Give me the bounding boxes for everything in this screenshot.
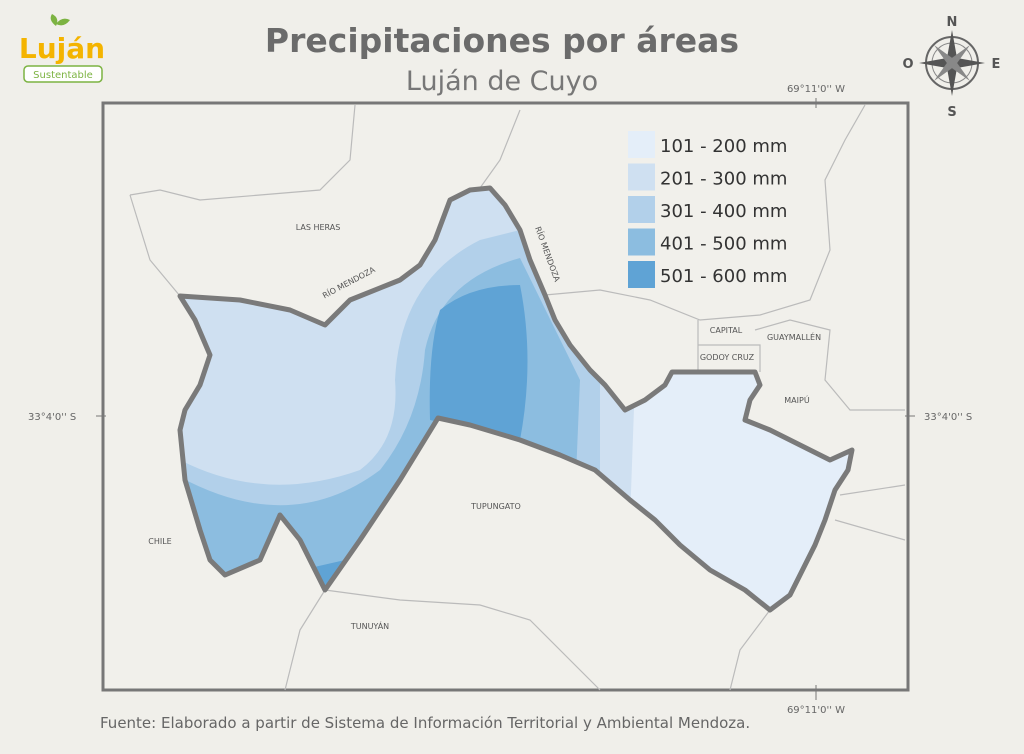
legend-label: 501 - 600 mm: [660, 266, 787, 287]
boundary: [284, 589, 601, 691]
boundary: [544, 104, 866, 321]
boundary: [729, 609, 771, 691]
compass-s: S: [947, 105, 956, 120]
coord-right: 33°4'0'' S: [924, 412, 972, 423]
coord-top: 69°11'0'' W: [787, 84, 845, 95]
compass-star: [934, 45, 970, 81]
legend-label: 201 - 300 mm: [660, 169, 787, 190]
legend: 101 - 200 mm 201 - 300 mm 301 - 400 mm 401 …: [628, 131, 787, 288]
place-label: TUNUYÁN: [350, 620, 389, 631]
source-note: Fuente: Elaborado a partir de Sistema de…: [100, 714, 750, 732]
legend-swatch: [628, 196, 655, 223]
legend-label: 301 - 400 mm: [660, 201, 787, 222]
zone: [310, 285, 528, 592]
boundary: [129, 104, 356, 201]
boundary: [479, 109, 521, 189]
boundary: [697, 319, 905, 411]
subtitle: Luján de Cuyo: [406, 66, 598, 97]
logo-leaf: [50, 14, 70, 26]
place-label: GUAYMALLÉN: [767, 331, 821, 342]
place-label: GODOY CRUZ: [700, 353, 755, 362]
legend-label: 101 - 200 mm: [660, 136, 787, 157]
title: Precipitaciones por áreas: [265, 21, 739, 60]
legend-swatch: [628, 131, 655, 158]
place-label: MAIPÚ: [784, 394, 810, 405]
logo: Luján Sustentable: [19, 14, 105, 83]
compass-n: N: [947, 15, 958, 30]
coord-left: 33°4'0'' S: [28, 412, 76, 423]
legend-swatch: [628, 228, 655, 256]
boundary: [834, 484, 906, 541]
place-label: CHILE: [148, 537, 171, 546]
boundaries: [129, 104, 906, 691]
place-label: TUPUNGATO: [470, 502, 521, 511]
logo-tagline: Sustentable: [33, 70, 93, 81]
coord-bottom: 69°11'0'' W: [787, 705, 845, 716]
compass-o: O: [902, 57, 913, 72]
legend-label: 401 - 500 mm: [660, 234, 787, 255]
logo-name: Luján: [19, 32, 105, 65]
legend-swatch: [628, 261, 655, 288]
compass: N O E S: [902, 15, 1000, 120]
boundary: [129, 194, 181, 297]
place-label: CAPITAL: [710, 326, 743, 335]
logo-badge: [23, 65, 103, 83]
compass-e: E: [992, 57, 1001, 72]
place-label: LAS HERAS: [296, 223, 341, 232]
legend-swatch: [628, 163, 655, 191]
